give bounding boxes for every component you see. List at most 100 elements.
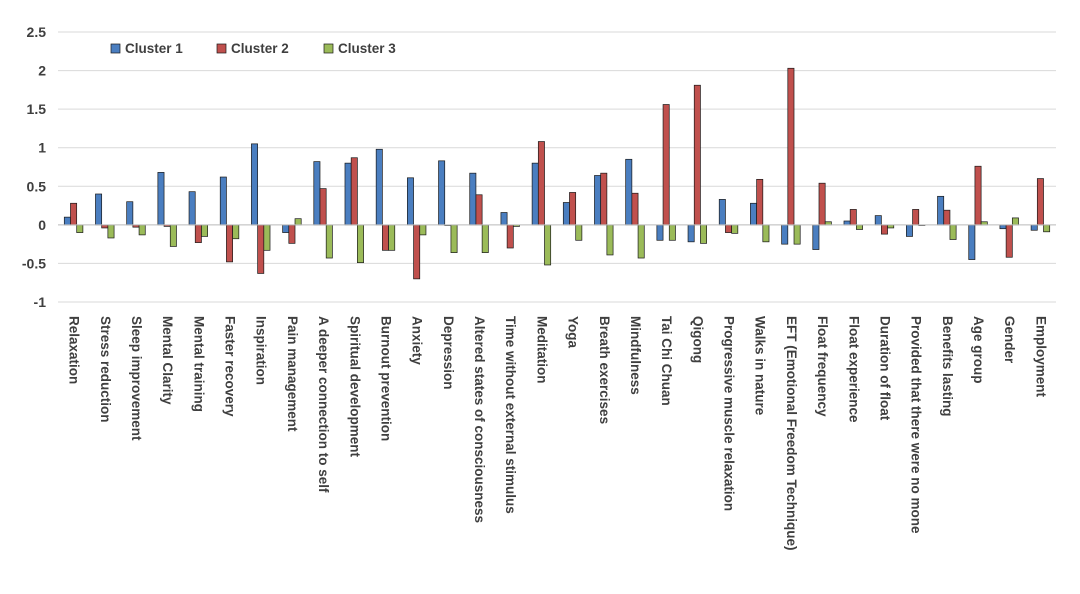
- bar-cluster-1-23: [781, 224, 789, 245]
- y-tick-label: -0.5: [22, 255, 46, 271]
- x-category-label: Qigong: [690, 316, 705, 363]
- x-category-label: Float experience: [846, 316, 861, 423]
- bar-cluster-2-16: [569, 192, 577, 226]
- x-category-label: Walks in nature: [753, 316, 768, 416]
- x-category-label: Age group: [971, 316, 986, 384]
- legend-label: Cluster 3: [338, 41, 396, 56]
- bar-cluster-3-9: [357, 224, 364, 264]
- x-category-label: Yoga: [566, 316, 581, 348]
- bars: [63, 67, 1051, 280]
- bar-cluster-2-21: [725, 224, 732, 233]
- bar-cluster-1-24: [812, 224, 820, 250]
- bar-cluster-2-4: [194, 224, 202, 243]
- x-category-label: Depression: [441, 316, 456, 390]
- bar-cluster-3-30: [1011, 217, 1019, 226]
- bar-cluster-1-9: [344, 162, 352, 226]
- x-category-label: Breath exercises: [597, 316, 612, 424]
- bar-cluster-1-2: [126, 201, 134, 226]
- bar-cluster-2-27: [912, 209, 920, 226]
- bar-cluster-1-13: [469, 172, 477, 226]
- x-category-label: Altered states of consciousness: [472, 316, 487, 523]
- bar-cluster-2-6: [257, 224, 265, 274]
- bar-cluster-2-7: [288, 224, 296, 244]
- bar-cluster-2-15: [537, 141, 545, 226]
- bar-cluster-3-4: [201, 224, 208, 237]
- bar-cluster-1-19: [656, 224, 664, 241]
- bar-cluster-1-21: [718, 199, 726, 226]
- bar-cluster-1-25: [843, 220, 851, 226]
- x-category-label: Gender: [1002, 316, 1017, 364]
- bar-cluster-3-12: [450, 224, 458, 253]
- bar-cluster-1-10: [375, 148, 383, 226]
- bar-cluster-3-6: [263, 224, 271, 251]
- bar-cluster-3-3: [169, 224, 177, 247]
- y-tick-label: -1: [34, 294, 47, 310]
- x-category-label: Inspiration: [254, 316, 269, 385]
- legend: Cluster 1 Cluster 2 Cluster 3: [110, 41, 396, 56]
- bar-cluster-1-1: [95, 193, 103, 226]
- x-category-label: Meditation: [534, 316, 549, 384]
- bar-cluster-1-3: [157, 172, 165, 226]
- x-category-label: Tai Chi Chuan: [659, 316, 674, 406]
- bar-cluster-2-28: [943, 209, 951, 226]
- bar-cluster-2-0: [70, 202, 78, 226]
- x-category-label: Time without external stimulus: [503, 316, 518, 514]
- bar-cluster-3-11: [419, 224, 427, 236]
- bar-cluster-1-11: [407, 177, 414, 226]
- bar-cluster-3-23: [793, 224, 801, 245]
- bar-cluster-1-16: [562, 202, 570, 226]
- x-category-label: Burnout prevention: [378, 316, 393, 441]
- y-tick-label: 0.5: [27, 178, 47, 194]
- bar-cluster-2-24: [818, 182, 826, 226]
- bar-cluster-1-5: [219, 176, 227, 226]
- bar-cluster-1-0: [63, 216, 71, 226]
- y-tick-label: 1: [38, 140, 46, 156]
- x-category-label: Stress reduction: [98, 316, 113, 423]
- bar-cluster-3-19: [668, 224, 676, 241]
- bar-cluster-2-17: [600, 172, 608, 226]
- bar-cluster-1-31: [1030, 224, 1038, 231]
- bar-cluster-3-1: [107, 224, 115, 239]
- bar-cluster-3-0: [76, 224, 84, 233]
- bar-cluster-2-14: [506, 224, 514, 249]
- bar-cluster-3-13: [481, 224, 489, 253]
- legend-label: Cluster 1: [125, 41, 183, 56]
- x-category-label: Spiritual development: [347, 316, 362, 458]
- bar-cluster-1-14: [500, 212, 508, 226]
- x-category-label: Pain management: [285, 316, 300, 432]
- bar-cluster-2-19: [662, 104, 670, 226]
- bar-cluster-1-8: [313, 161, 321, 226]
- bar-cluster-3-17: [606, 224, 614, 256]
- x-category-label: Duration of float: [877, 316, 892, 421]
- bar-cluster-1-17: [594, 175, 602, 226]
- bar-cluster-1-12: [438, 160, 446, 226]
- x-category-label: A deeper connection to self: [316, 316, 331, 493]
- bar-cluster-1-30: [999, 224, 1007, 230]
- x-category-label: Relaxation: [67, 316, 82, 384]
- bar-cluster-3-28: [949, 224, 957, 240]
- x-category-label: Benefits lasting: [940, 316, 955, 417]
- x-category-label: Employment: [1033, 316, 1048, 398]
- y-tick-label: 2.5: [27, 24, 47, 40]
- bar-cluster-3-5: [232, 224, 240, 240]
- bar-cluster-3-10: [388, 224, 396, 251]
- legend-swatch: [216, 43, 227, 54]
- y-tick-label: 2: [38, 63, 46, 79]
- bar-cluster-1-28: [937, 195, 945, 226]
- bar-cluster-2-18: [631, 192, 639, 226]
- x-category-label: Provided that there were no mone: [909, 316, 924, 534]
- bar-cluster-2-31: [1036, 178, 1044, 226]
- legend-label: Cluster 2: [231, 41, 289, 56]
- bar-cluster-1-6: [251, 143, 258, 226]
- x-category-label: Anxiety: [410, 316, 425, 365]
- bar-cluster-1-18: [625, 158, 633, 226]
- bar-cluster-2-13: [475, 194, 483, 226]
- x-category-label: Faster recovery: [223, 316, 238, 417]
- x-category-label: EFT (Emotional Freedom Technique): [784, 316, 799, 551]
- bar-cluster-3-15: [544, 224, 552, 266]
- bar-cluster-2-10: [382, 224, 389, 251]
- bar-cluster-2-11: [413, 224, 421, 280]
- bar-cluster-1-4: [188, 191, 196, 226]
- bar-cluster-3-20: [700, 224, 707, 244]
